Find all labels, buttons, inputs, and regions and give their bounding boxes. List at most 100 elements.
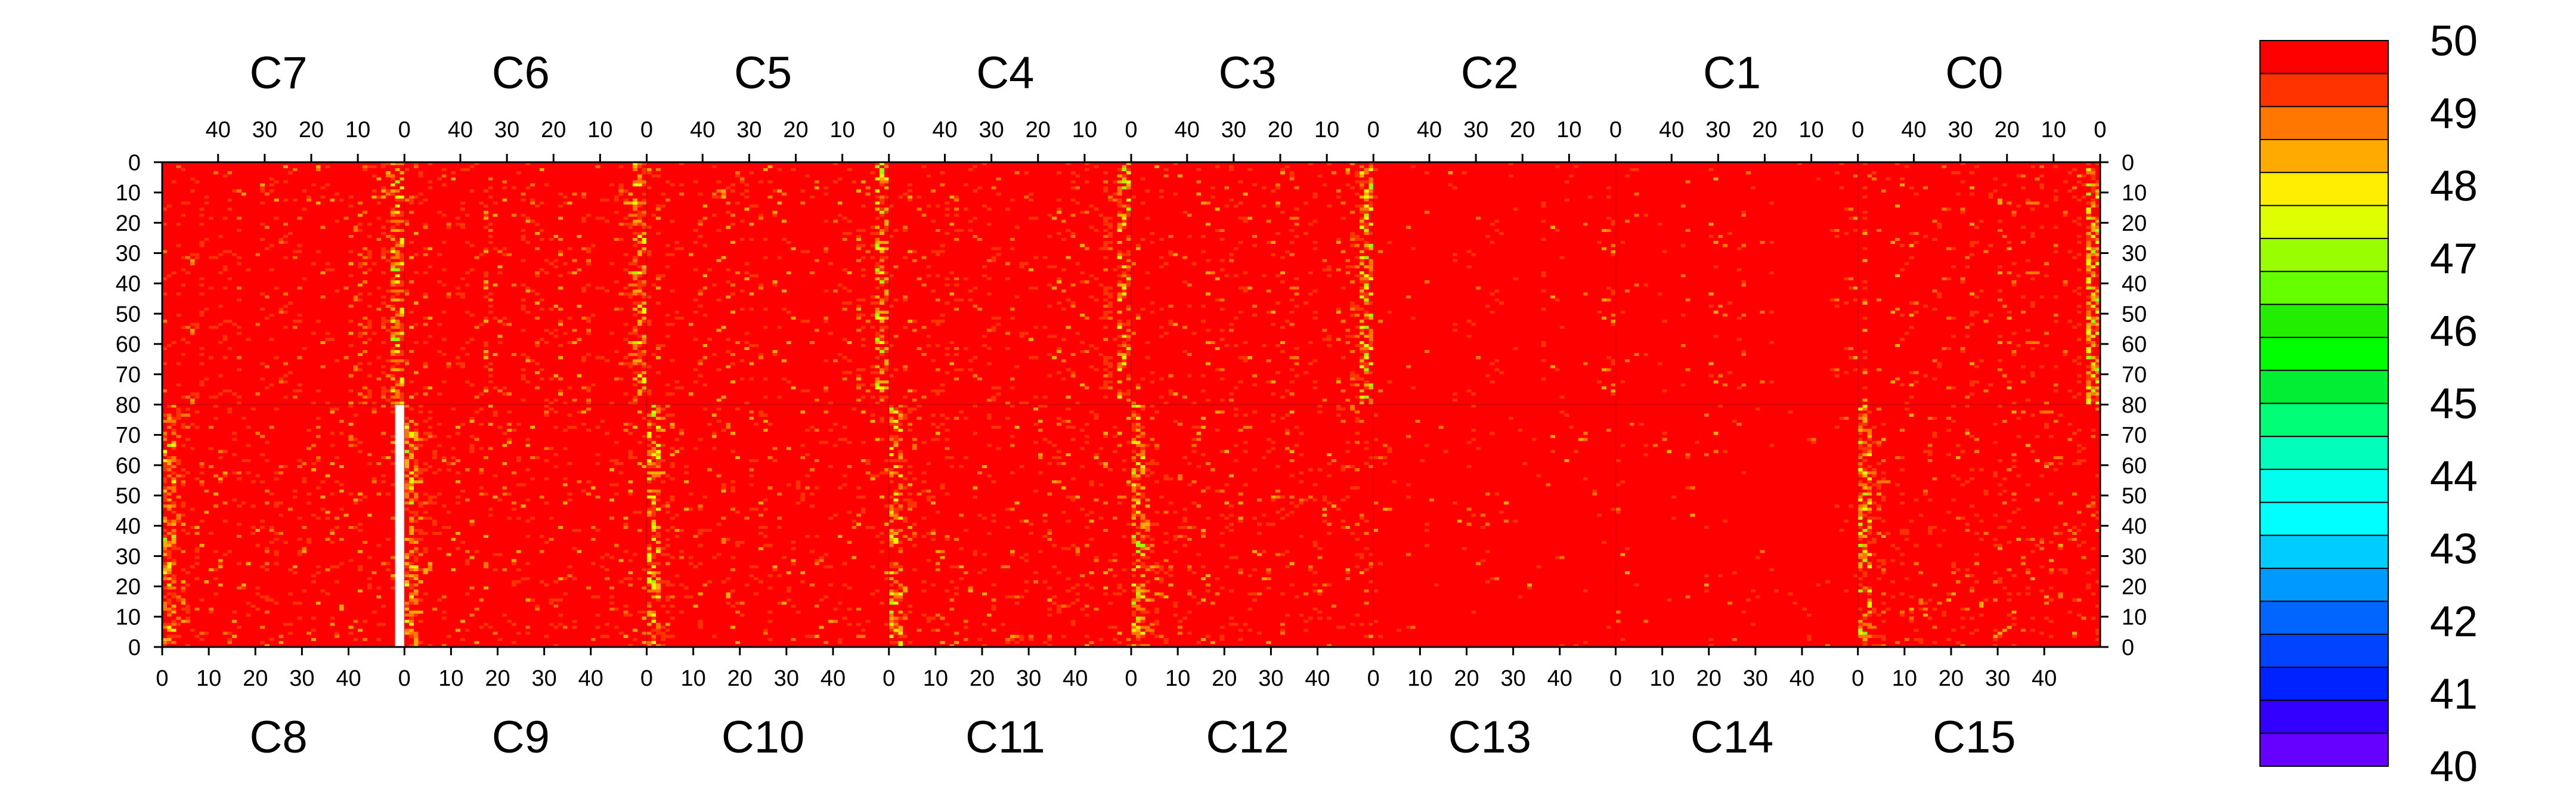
x-tick-label-top: 10 <box>587 117 612 143</box>
y-tick-label-right-upper: 0 <box>2122 150 2134 175</box>
colorbar-swatch <box>2260 172 2388 206</box>
x-tick-label-top: 30 <box>1705 117 1730 143</box>
y-tick-label-right-lower: 30 <box>2122 544 2147 569</box>
x-tick-label-top: 20 <box>783 117 808 143</box>
x-tick-label-top: 20 <box>1510 117 1535 143</box>
x-tick-label-bottom: 40 <box>2032 666 2057 691</box>
colorbar-swatch <box>2260 139 2388 173</box>
x-tick-label-bottom: 0 <box>1367 666 1380 691</box>
x-tick-label-bottom: 20 <box>1212 666 1237 691</box>
x-tick-label-top: 40 <box>1417 117 1442 143</box>
x-tick-label-top: 30 <box>979 117 1004 143</box>
y-tick-label-right-lower: 20 <box>2122 575 2147 600</box>
y-tick-label-left-lower: 0 <box>128 635 141 660</box>
x-tick-label-bottom: 20 <box>1939 666 1964 691</box>
colorbar-swatch <box>2260 535 2388 569</box>
y-tick-label-right-lower: 0 <box>2122 635 2134 660</box>
y-tick-label-left-lower: 60 <box>116 453 141 478</box>
x-tick-label-top: 10 <box>2041 117 2066 143</box>
x-tick-label-top: 30 <box>1221 117 1246 143</box>
chip-label-bottom: C12 <box>1206 712 1289 763</box>
x-tick-label-top: 10 <box>829 117 854 143</box>
y-tick-label-right-upper: 70 <box>2122 363 2147 388</box>
x-tick-label-top: 40 <box>690 117 715 143</box>
colorbar-label: 46 <box>2430 308 2478 355</box>
x-tick-label-top: 20 <box>541 117 566 143</box>
x-tick-label-top: 20 <box>1268 117 1293 143</box>
colorbar-swatch <box>2260 502 2388 536</box>
y-tick-label-right-upper: 30 <box>2122 242 2147 267</box>
y-tick-label-left-lower: 50 <box>116 484 141 509</box>
x-tick-label-bottom: 20 <box>1454 666 1479 691</box>
x-tick-label-bottom: 0 <box>1125 666 1137 691</box>
x-tick-label-top: 10 <box>1314 117 1339 143</box>
x-tick-label-top: 10 <box>1798 117 1823 143</box>
chip-label-top: C7 <box>250 48 308 98</box>
x-tick-label-top: 40 <box>448 117 473 143</box>
x-tick-label-bottom: 40 <box>336 666 361 691</box>
y-tick-label-right-lower: 40 <box>2122 514 2147 539</box>
x-tick-label-top: 0 <box>1367 117 1380 143</box>
x-tick-label-bottom: 30 <box>531 666 556 691</box>
colorbar-swatch <box>2260 601 2388 635</box>
colorbar-swatch <box>2260 41 2388 74</box>
x-tick-label-top: 40 <box>1175 117 1200 143</box>
x-tick-label-bottom: 40 <box>1063 666 1088 691</box>
y-tick-label-left-upper: 30 <box>116 242 141 267</box>
y-tick-label-right-lower: 50 <box>2122 484 2147 509</box>
x-tick-label-bottom: 0 <box>1609 666 1622 691</box>
y-tick-label-left-lower: 20 <box>116 575 141 600</box>
x-tick-label-bottom: 30 <box>1743 666 1768 691</box>
colorbar-swatch <box>2260 238 2388 272</box>
x-tick-label-bottom: 10 <box>1892 666 1917 691</box>
x-tick-label-top: 20 <box>1026 117 1051 143</box>
x-tick-label-top: 20 <box>1995 117 2020 143</box>
x-tick-label-bottom: 10 <box>438 666 463 691</box>
x-tick-label-top: 0 <box>398 117 411 143</box>
x-tick-label-bottom: 0 <box>640 666 653 691</box>
x-tick-label-bottom: 20 <box>727 666 753 691</box>
x-tick-label-bottom: 40 <box>1789 666 1815 691</box>
x-tick-label-bottom: 0 <box>156 666 168 691</box>
chip-label-top: C4 <box>976 48 1034 98</box>
y-tick-label-right-upper: 60 <box>2122 332 2147 357</box>
chip-label-top: C2 <box>1461 48 1519 98</box>
colorbar-label: 43 <box>2430 525 2478 573</box>
y-tick-label-left-upper: 40 <box>116 272 141 297</box>
colorbar-frame <box>2259 40 2389 767</box>
x-tick-label-top: 0 <box>1125 117 1137 143</box>
y-tick-label-right-upper: 40 <box>2122 272 2147 297</box>
x-tick-label-bottom: 10 <box>196 666 221 691</box>
chip-label-bottom: C10 <box>722 712 804 763</box>
y-tick-label-right-lower: 60 <box>2122 453 2147 478</box>
y-tick-label-right-upper: 20 <box>2122 211 2147 236</box>
x-tick-label-top: 30 <box>494 117 519 143</box>
chip-label-bottom: C9 <box>492 712 550 763</box>
colorbar-swatch <box>2260 205 2388 239</box>
x-tick-label-top: 0 <box>883 117 895 143</box>
y-tick-label-left-lower: 40 <box>116 514 141 539</box>
x-tick-label-bottom: 10 <box>1649 666 1674 691</box>
chip-label-top: C6 <box>492 48 550 98</box>
x-tick-label-bottom: 40 <box>1305 666 1330 691</box>
y-tick-label-left-upper: 0 <box>128 150 141 175</box>
colorbar-swatch <box>2260 106 2388 140</box>
x-tick-label-bottom: 30 <box>1500 666 1525 691</box>
x-tick-label-top: 0 <box>640 117 653 143</box>
colorbar-swatch <box>2260 469 2388 503</box>
colorbar-swatch <box>2260 568 2388 602</box>
x-tick-label-top: 30 <box>1948 117 1973 143</box>
x-tick-label-bottom: 30 <box>1985 666 2010 691</box>
y-tick-label-right-upper: 80 <box>2122 393 2147 418</box>
x-tick-label-top: 10 <box>1072 117 1097 143</box>
colorbar-swatch <box>2260 733 2388 767</box>
x-tick-label-top: 20 <box>299 117 324 143</box>
y-tick-label-left-upper: 70 <box>116 363 141 388</box>
colorbar-swatch <box>2260 370 2388 404</box>
x-tick-label-bottom: 0 <box>398 666 411 691</box>
colorbar-label: 42 <box>2430 598 2478 646</box>
x-tick-label-top: 10 <box>1556 117 1581 143</box>
colorbar-swatch <box>2260 403 2388 437</box>
chip-label-bottom: C13 <box>1448 712 1531 763</box>
